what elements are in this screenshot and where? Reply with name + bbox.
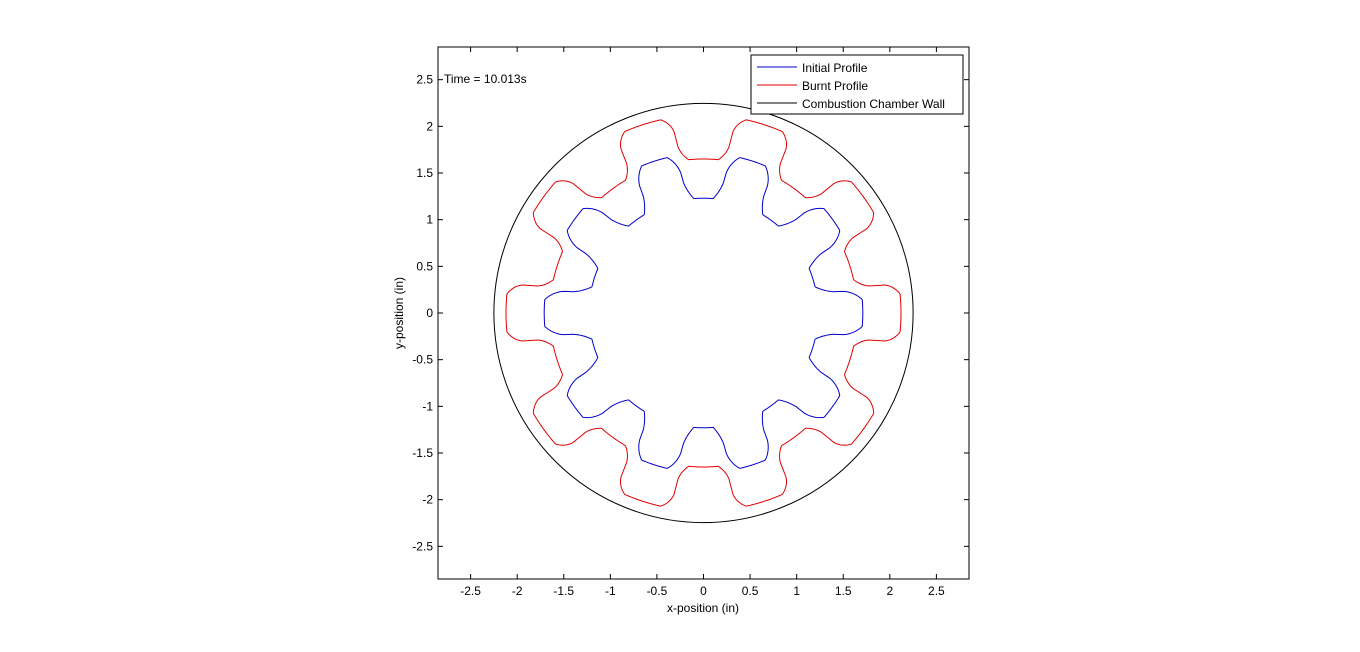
y-tick-label: -2 <box>422 493 433 507</box>
y-tick-label: 1.5 <box>416 166 433 180</box>
x-tick-label: 1.5 <box>835 584 852 598</box>
y-axis-label: y-position (in) <box>392 277 406 349</box>
y-tick-label: 0 <box>426 306 433 320</box>
x-tick-label: 0 <box>700 584 707 598</box>
legend: Initial Profile Burnt Profile Combustion… <box>750 54 964 115</box>
combustion-chamber-wall-curve <box>493 102 914 524</box>
x-tick-label: 1 <box>793 584 800 598</box>
y-tick-label: 2 <box>426 119 433 133</box>
legend-label-burnt-profile: Burnt Profile <box>802 79 868 93</box>
x-tick-label: -1 <box>605 584 616 598</box>
y-tick-label: 1 <box>426 213 433 227</box>
x-tick-label: 2.5 <box>928 584 945 598</box>
burnt-profile-curve <box>505 119 902 507</box>
legend-label-initial-profile: Initial Profile <box>802 61 868 75</box>
x-tick-label: -0.5 <box>647 584 668 598</box>
legend-label-combustion-chamber-wall: Combustion Chamber Wall <box>802 97 945 111</box>
x-tick-label: 2 <box>886 584 893 598</box>
y-tick-label: 2.5 <box>416 73 433 87</box>
y-tick-label: -1 <box>422 399 433 413</box>
axis-ticks: -2.5 -2 -1.5 -1 -0.5 0 0.5 1 1.5 2 2.5 -2.5 -2 -1.5 -1… <box>412 47 969 598</box>
y-tick-label: -2.5 <box>412 539 433 553</box>
plot-area <box>437 46 970 580</box>
y-tick-label: -1.5 <box>412 446 433 460</box>
x-tick-label: -1.5 <box>553 584 574 598</box>
x-tick-label: -2.5 <box>460 584 481 598</box>
profile-curves <box>493 102 914 524</box>
initial-profile-curve <box>543 157 864 469</box>
x-tick-label: 0.5 <box>742 584 759 598</box>
x-tick-label: -2 <box>512 584 523 598</box>
x-axis-label: x-position (in) <box>667 601 739 615</box>
y-tick-label: -0.5 <box>412 353 433 367</box>
y-tick-label: 0.5 <box>416 259 433 273</box>
time-annotation: Time = 10.013s <box>444 72 527 86</box>
